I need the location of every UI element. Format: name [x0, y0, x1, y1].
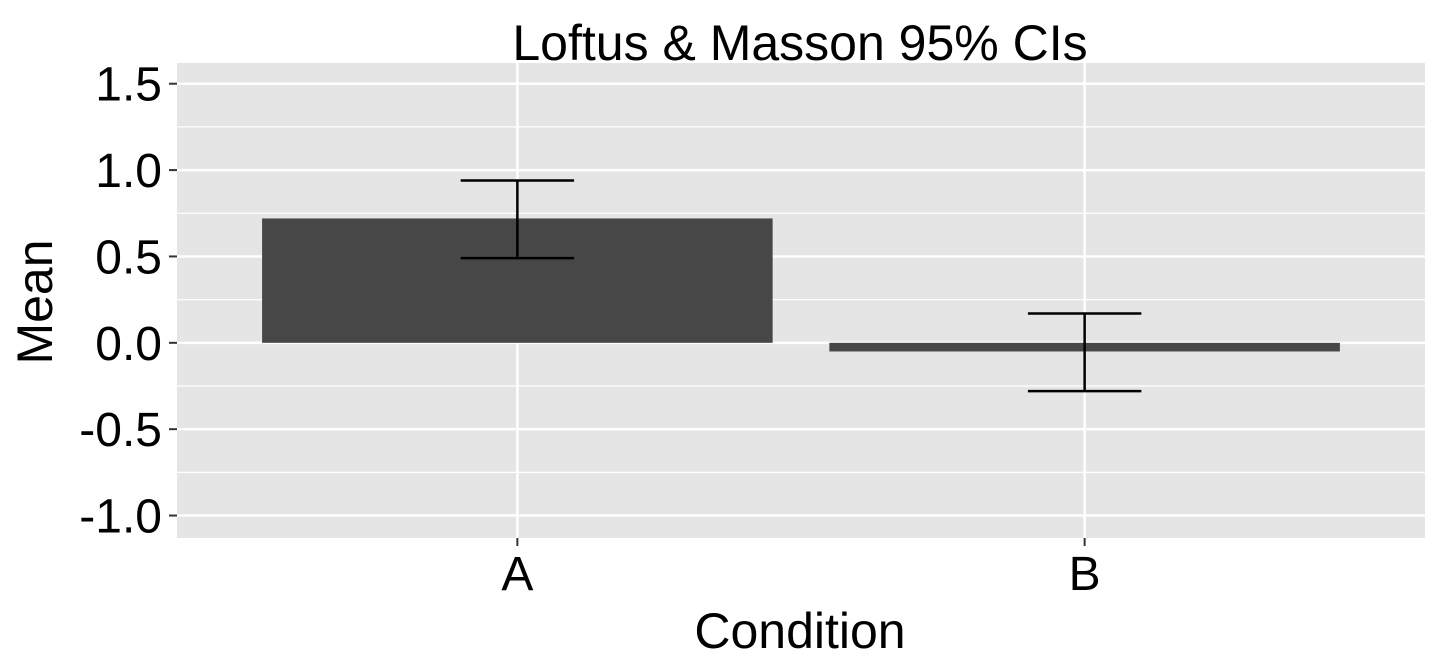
x-tick-label: B: [1069, 548, 1101, 601]
x-axis-label: Condition: [694, 603, 905, 659]
error-bar-B: [1027, 312, 1142, 393]
error-bars: [460, 179, 1142, 393]
error-bar-A: [460, 179, 575, 260]
y-tick-label: -1.0: [79, 491, 162, 544]
y-tick-label: -0.5: [79, 404, 162, 457]
x-tick-label: A: [501, 548, 533, 601]
chart-title: Loftus & Masson 95% CIs: [512, 15, 1087, 71]
y-axis-label: Mean: [7, 239, 63, 364]
y-axis: 1.5 1.0 0.5 0.0 -0.5 -1.0: [79, 59, 177, 544]
y-tick-label: 1.5: [95, 59, 162, 112]
y-tick-label: 0.5: [95, 231, 162, 284]
y-tick-label: 1.0: [95, 145, 162, 198]
y-tick-label: 0.0: [95, 318, 162, 371]
